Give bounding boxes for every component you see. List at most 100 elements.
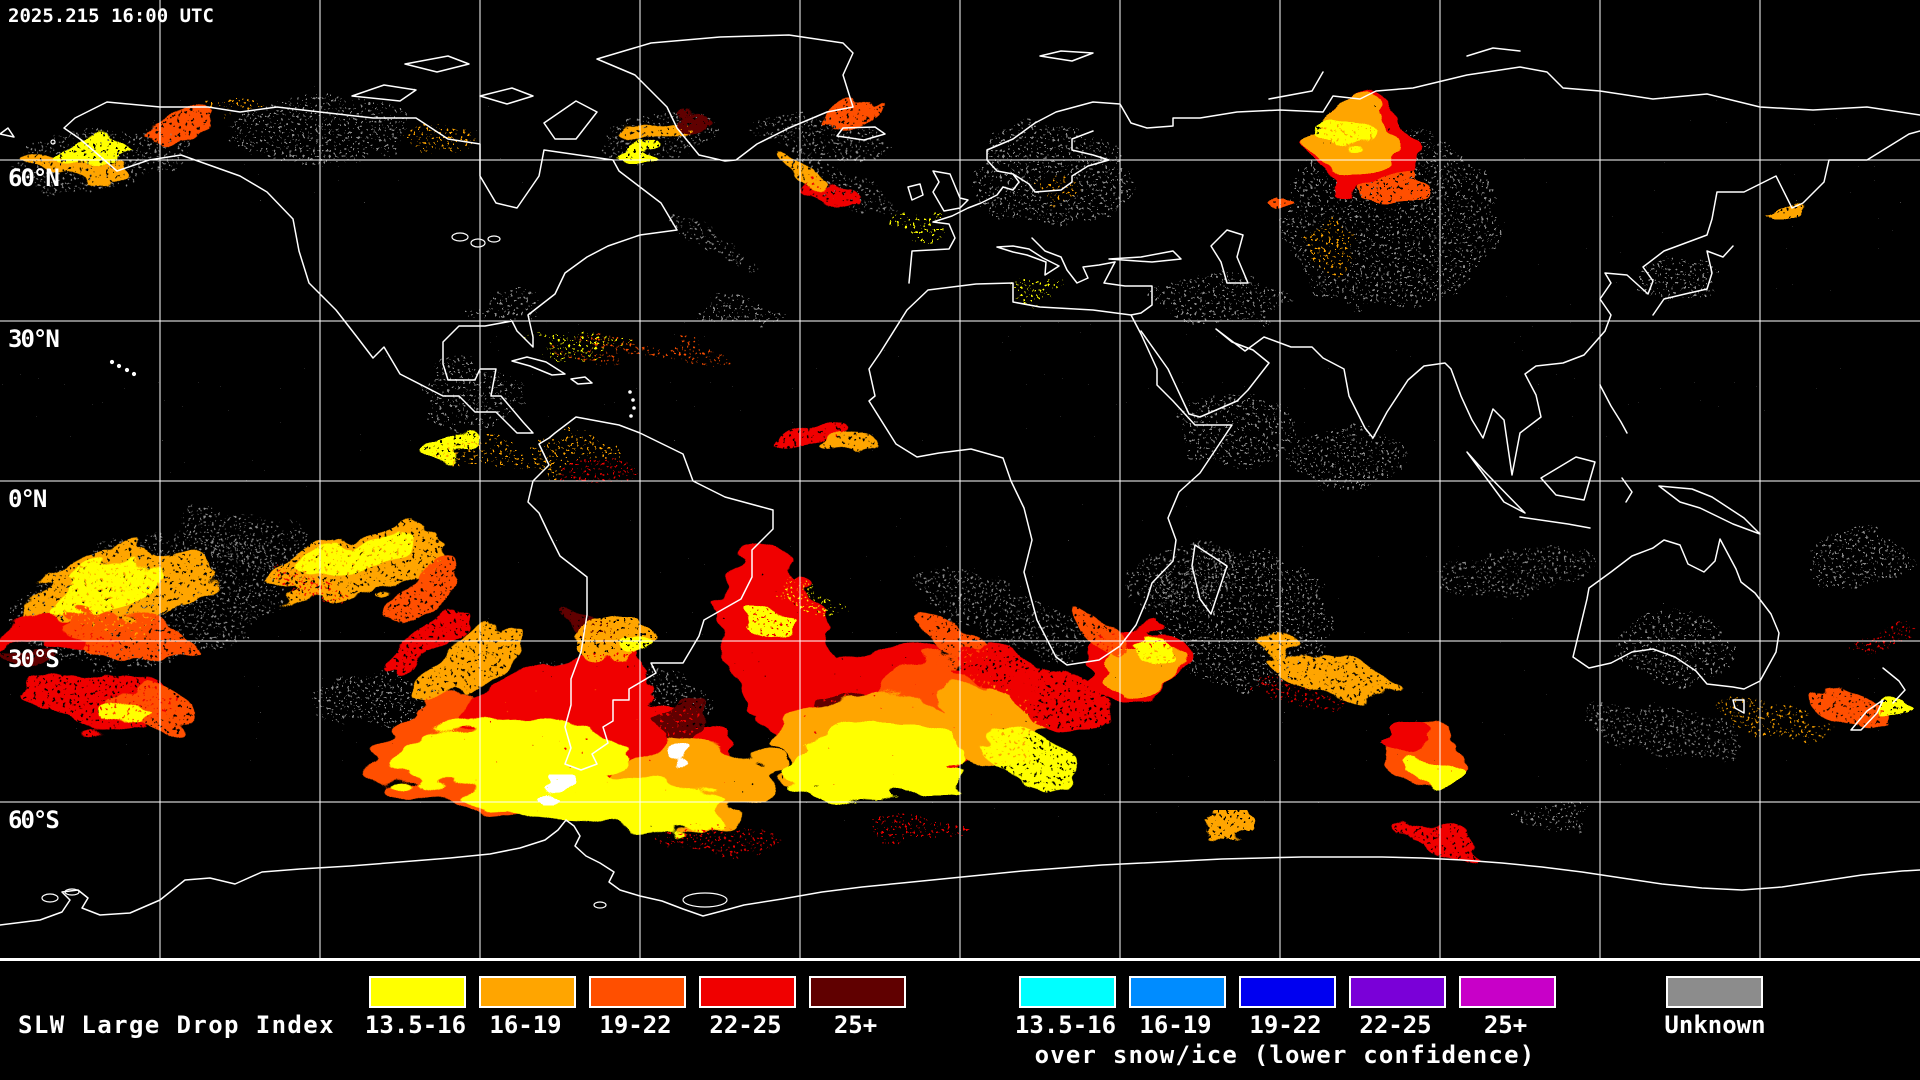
coast-cuba xyxy=(511,356,566,376)
coast-europe-arctic-asia xyxy=(908,66,1920,284)
antilles-island xyxy=(632,406,636,410)
coast-arctic-island-1 xyxy=(351,84,417,102)
great-lake-icon xyxy=(470,238,486,248)
antarctic-island xyxy=(41,893,59,903)
coast-arctic-island-2 xyxy=(404,55,470,73)
coast-greenland xyxy=(596,34,854,162)
coastlines xyxy=(0,34,1920,926)
slw-data-blob xyxy=(870,820,970,844)
great-lake-icon xyxy=(487,235,501,243)
slw-data-blob xyxy=(1710,699,1830,741)
antarctic-island xyxy=(64,888,80,896)
slw-data-blob xyxy=(771,584,849,616)
st-lawrence-island xyxy=(50,139,56,145)
latitude-label: 0°N xyxy=(8,485,47,513)
slw-data-blob xyxy=(675,110,715,126)
coast-baffin-island xyxy=(543,100,598,140)
slw-data-blob xyxy=(1121,542,1239,608)
coast-madagascar xyxy=(1191,544,1228,615)
legend-warm-swatch-0 xyxy=(369,976,466,1008)
coast-sumatra xyxy=(1466,451,1526,514)
world-map-svg: 60°N 30°N 0°N 30°S 60°S 2025.215 16:00 UTC xyxy=(0,0,1920,958)
coast-iceland xyxy=(836,126,886,141)
slw-data-blob xyxy=(420,360,520,430)
legend-cool-swatch-3 xyxy=(1349,976,1446,1008)
coast-philippines xyxy=(1599,384,1628,434)
legend-cool-label-0: 13.5-16 xyxy=(1014,1011,1117,1039)
slw-data-blob xyxy=(832,98,878,132)
slw-data-blob xyxy=(90,700,150,724)
slw-data-blob xyxy=(2,640,58,660)
antilles-island xyxy=(629,414,633,418)
slw-data-blob xyxy=(1851,624,1909,656)
slw-data-blob xyxy=(1391,822,1479,854)
coast-australia xyxy=(1572,538,1780,690)
slw-data-blob xyxy=(276,568,344,602)
legend-warm-swatch-2 xyxy=(589,976,686,1008)
coast-new-zealand-south xyxy=(1850,699,1884,731)
slw-data-blob xyxy=(205,95,255,115)
slw-data-blob xyxy=(1402,754,1458,782)
legend-cool-swatch-2 xyxy=(1239,976,1336,1008)
slw-data-blob xyxy=(410,128,470,152)
coast-japan xyxy=(1652,245,1734,316)
slw-data-blob xyxy=(296,535,414,579)
slw-data-blob xyxy=(613,638,657,662)
legend-unknown-label: Unknown xyxy=(1664,1011,1766,1039)
world-map: 60°N 30°N 0°N 30°S 60°S 2025.215 16:00 UTC xyxy=(0,0,1920,958)
slw-data-blob xyxy=(1310,220,1350,280)
latitude-label: 60°S xyxy=(8,806,59,834)
slw-data-blob xyxy=(1290,425,1410,485)
coast-chukotka-edge xyxy=(0,127,15,138)
slw-data-blob xyxy=(666,747,694,763)
legend-warm-label-2: 19-22 xyxy=(599,1011,672,1039)
slw-data-blob xyxy=(1510,808,1590,832)
coast-java xyxy=(1519,516,1591,529)
coast-ireland xyxy=(907,183,924,201)
legend-warm-label-0: 13.5-16 xyxy=(364,1011,467,1039)
slw-data-blob xyxy=(983,729,1077,791)
slw-data-blob xyxy=(0,370,400,490)
coast-borneo xyxy=(1540,456,1596,501)
slw-data-blob xyxy=(1071,604,1129,656)
legend-warm-label-1: 16-19 xyxy=(489,1011,562,1039)
slw-data-blob xyxy=(384,563,456,627)
slw-data-blob xyxy=(1150,275,1290,325)
coast-italy xyxy=(996,245,1060,276)
hawaii-island xyxy=(109,359,115,365)
coast-sulawesi xyxy=(1621,477,1633,503)
slw-data-blob xyxy=(820,433,880,457)
legend: SLW Large Drop Index 13.5-16 16-19 19-22 22… xyxy=(0,962,1920,1080)
slw-data-blob xyxy=(46,560,174,620)
great-lake-icon xyxy=(451,232,469,242)
coast-black-sea xyxy=(1108,250,1182,263)
coast-arctic-island-3 xyxy=(479,87,534,105)
slw-data-blob xyxy=(1620,605,1730,685)
coast-severnaya-zemlya xyxy=(1466,47,1521,57)
latitude-label: 30°S xyxy=(8,645,59,673)
slw-data-blob xyxy=(1250,677,1350,713)
legend-warm-swatch-1 xyxy=(479,976,576,1008)
coast-new-zealand-north xyxy=(1882,667,1906,704)
small-islands-lakes xyxy=(41,139,728,909)
slw-data-blob xyxy=(666,214,764,276)
latitude-labels: 60°N 30°N 0°N 30°S 60°S xyxy=(8,164,61,834)
coast-north-america xyxy=(63,101,678,434)
slw-data-blob xyxy=(548,783,572,797)
coast-africa xyxy=(868,282,1233,666)
hawaii-island xyxy=(131,371,137,377)
slw-data-blob xyxy=(1010,280,1060,300)
slw-data-blob xyxy=(1581,701,1739,759)
timestamp: 2025.215 16:00 UTC xyxy=(8,5,214,27)
slw-data-blob xyxy=(740,605,800,635)
coast-new-guinea xyxy=(1658,485,1761,535)
slw-data-blob xyxy=(151,113,209,147)
slw-data-blob xyxy=(790,730,970,800)
antarctic-island xyxy=(593,901,607,909)
slw-data-blob xyxy=(1175,390,1295,470)
hawaii-island xyxy=(124,367,130,373)
legend-title: SLW Large Drop Index xyxy=(18,1011,335,1039)
slw-data-blob xyxy=(650,705,710,735)
coast-arabia-india-east-asia xyxy=(1140,130,1920,476)
slw-data-blob xyxy=(1480,85,1920,305)
